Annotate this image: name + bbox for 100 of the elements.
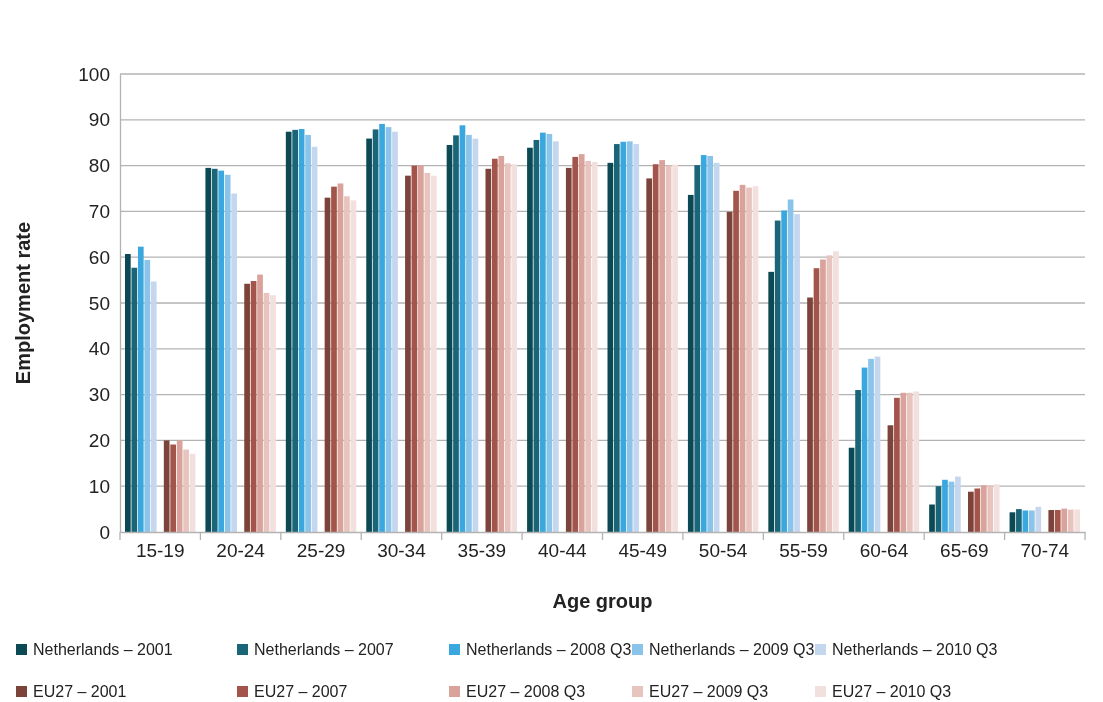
bar [980, 485, 987, 532]
bar [855, 390, 861, 532]
bar [774, 220, 781, 532]
y-tick-label: 100 [78, 63, 110, 85]
x-tick-label: 55-59 [779, 540, 828, 562]
bar [150, 281, 157, 532]
x-tick-label: 60-64 [859, 540, 909, 562]
bar [987, 485, 994, 532]
bar [713, 162, 720, 532]
bar [993, 484, 1000, 532]
bar [485, 168, 492, 532]
bar [170, 444, 176, 532]
bar [466, 134, 472, 532]
bar [652, 164, 659, 532]
y-tick-label: 90 [88, 109, 110, 131]
x-tick-label: 35-39 [457, 540, 507, 562]
bar [1061, 508, 1068, 532]
x-tick-label: 15-19 [135, 540, 185, 562]
x-tick-label: 40-44 [537, 540, 588, 562]
bar [379, 123, 385, 532]
legend-label: EU27 – 2009 Q3 [649, 683, 769, 700]
bar [942, 479, 948, 532]
bar [781, 210, 787, 532]
legend-label: EU27 – 2010 Q3 [832, 683, 952, 700]
bar [131, 267, 138, 532]
bar [540, 132, 546, 532]
bar [285, 131, 292, 532]
bar [591, 161, 598, 532]
y-tick-label: 0 [99, 521, 110, 543]
bar [504, 163, 511, 532]
bar [633, 144, 640, 532]
bar [578, 154, 585, 532]
bar [585, 161, 592, 532]
bar [231, 193, 237, 532]
x-tick-label: 45-49 [618, 540, 668, 562]
bar [868, 358, 874, 532]
y-tick-label: 70 [88, 200, 110, 222]
y-tick-label: 40 [88, 338, 110, 360]
bar [672, 164, 678, 532]
legend-label: EU27 – 2007 [254, 683, 348, 700]
y-axis-title: Employment rate [12, 221, 34, 385]
bar [1035, 506, 1042, 532]
bar [646, 178, 653, 532]
bar [546, 134, 553, 532]
x-tick-label: 20-24 [216, 540, 266, 562]
bar [613, 144, 620, 532]
legend-label: Netherlands – 2007 [254, 641, 394, 658]
bar [746, 187, 752, 532]
bar [913, 391, 920, 532]
x-axis-title: Age group [552, 590, 653, 612]
bar [894, 397, 900, 532]
y-tick-label: 80 [88, 155, 110, 177]
bar [183, 449, 189, 532]
x-tick-label: 65-69 [940, 540, 989, 562]
bar [366, 138, 372, 532]
bar [211, 168, 218, 532]
bar [430, 175, 437, 532]
bar [707, 155, 714, 532]
x-tick-label: 30-34 [377, 540, 427, 562]
bar [498, 155, 505, 532]
bar [659, 160, 665, 532]
bar [1067, 509, 1074, 532]
bar [224, 174, 231, 532]
bar [620, 141, 627, 532]
bar [511, 164, 518, 532]
bar [968, 491, 974, 532]
bar [331, 186, 337, 532]
bar [418, 165, 424, 532]
bar [768, 271, 775, 532]
legend-label: Netherlands – 2001 [33, 641, 173, 658]
bar [292, 129, 298, 532]
bar [527, 147, 533, 532]
bar [270, 295, 276, 532]
y-tick-label: 60 [88, 246, 110, 268]
y-tick-label: 20 [88, 429, 110, 451]
x-tick-label: 70-74 [1020, 540, 1070, 562]
bar [572, 156, 579, 532]
bar [453, 135, 459, 532]
y-tick-label: 10 [88, 475, 110, 497]
bar [1054, 510, 1061, 532]
bar [125, 253, 131, 532]
bar [424, 172, 431, 532]
legend-label: EU27 – 2008 Q3 [466, 683, 586, 700]
bar [205, 167, 212, 532]
bar [955, 476, 961, 532]
x-tick-label: 25-29 [296, 540, 346, 562]
y-tick-label: 50 [88, 292, 110, 314]
bar [700, 155, 707, 532]
bar [491, 158, 498, 532]
bar [626, 141, 633, 532]
bar [565, 167, 572, 532]
bar [163, 440, 170, 532]
bar [807, 297, 813, 532]
bar [794, 214, 800, 532]
bar [694, 165, 701, 532]
bar [1048, 510, 1055, 532]
bar [552, 141, 559, 532]
bar [137, 246, 144, 532]
bar [907, 392, 913, 532]
legend-label: Netherlands – 2008 Q3 [466, 641, 632, 658]
